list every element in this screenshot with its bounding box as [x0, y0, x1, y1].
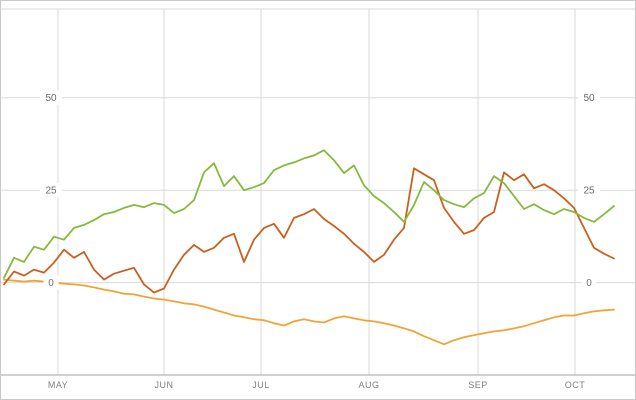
series-line-amber: [3, 278, 615, 346]
series-line-dark-orange: [3, 167, 615, 294]
x-axis-label: JUN: [155, 380, 174, 390]
y-axis-label-left-bg: [43, 275, 59, 290]
x-axis-label: AUG: [358, 380, 379, 390]
series-line-green: [3, 149, 615, 279]
y-axis-label-left-bg: [40, 90, 62, 105]
y-axis-label-left: 25: [45, 186, 57, 197]
y-axis-label-right-bg: [581, 275, 597, 290]
y-axis-label-right: 50: [583, 93, 595, 104]
y-axis-label-left: 50: [45, 93, 57, 104]
y-axis-label-right-bg: [578, 183, 600, 198]
x-axis-label: OCT: [565, 380, 586, 390]
y-axis-label-right: 0: [586, 278, 592, 289]
x-axis-label: MAY: [48, 380, 68, 390]
x-axis-label: JUL: [252, 380, 270, 390]
y-axis-label-right: 25: [583, 186, 595, 197]
x-axis-label: SEP: [468, 380, 488, 390]
y-axis-label-left-bg: [40, 183, 62, 198]
y-axis-label-right-bg: [578, 90, 600, 105]
y-axis-label-left: 0: [48, 278, 54, 289]
